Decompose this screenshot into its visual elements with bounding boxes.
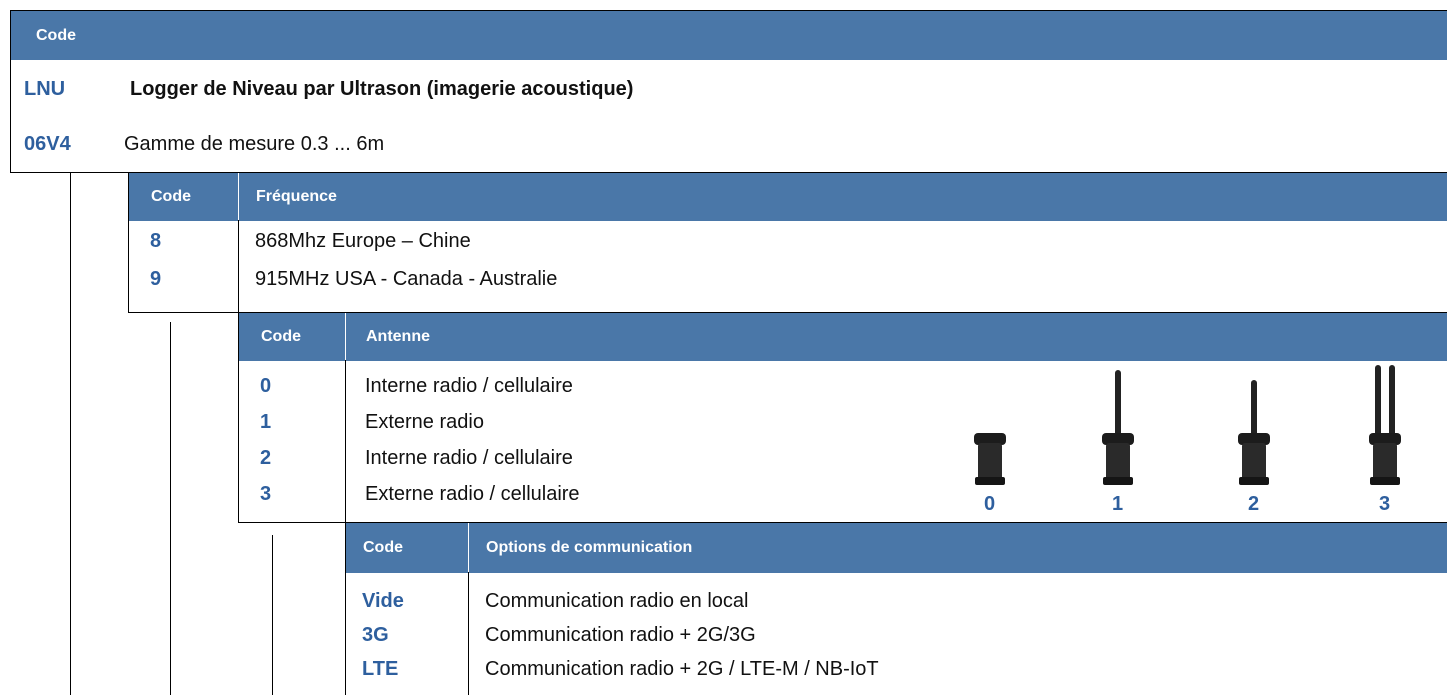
row-label: Communication radio en local — [485, 590, 749, 612]
row-label: Interne radio / cellulaire — [365, 375, 573, 397]
table-header-label: Options de communication — [468, 523, 1447, 573]
row-code: 8 — [150, 230, 162, 252]
table-header-code: Code — [129, 173, 238, 221]
connector-line — [272, 535, 273, 695]
row-label: Externe radio — [365, 411, 484, 433]
table-header-code: Code — [239, 313, 345, 361]
model-label: Logger de Niveau par Ultrason (imagerie … — [130, 78, 634, 100]
table-header-label: Fréquence — [238, 173, 1447, 221]
antenna-label: 2 — [1248, 493, 1260, 515]
connector-line — [170, 322, 171, 695]
row-label: 915MHz USA - Canada - Australie — [255, 268, 558, 290]
row-code: 3 — [260, 483, 272, 505]
row-label: Communication radio + 2G/3G — [485, 624, 756, 646]
model-code: LNU — [24, 78, 66, 100]
row-label: Interne radio / cellulaire — [365, 447, 573, 469]
column-divider — [345, 360, 346, 523]
row-code: 9 — [150, 268, 162, 290]
row-label: Externe radio / cellulaire — [365, 483, 580, 505]
antenna-label: 0 — [984, 493, 996, 515]
column-divider — [468, 572, 469, 695]
row-code: 0 — [260, 375, 272, 397]
table-header-label: Antenne — [345, 313, 1447, 361]
row-code: Vide — [362, 590, 404, 612]
antenna-icon — [974, 433, 1006, 485]
row-code: 1 — [260, 411, 272, 433]
row-label: 868Mhz Europe – Chine — [255, 230, 471, 252]
connector-line — [70, 172, 71, 695]
antenna-icon — [1238, 380, 1270, 485]
row-label: Communication radio + 2G / LTE-M / NB-Io… — [485, 658, 879, 680]
top-header: Code — [11, 11, 1447, 60]
range-code: 06V4 — [24, 133, 71, 155]
row-code: LTE — [362, 658, 399, 680]
column-divider — [238, 220, 239, 313]
table-header-code: Code — [346, 523, 468, 573]
antenna-label: 1 — [1112, 493, 1124, 515]
row-code: 3G — [362, 624, 389, 646]
row-code: 2 — [260, 447, 272, 469]
antenna-label: 3 — [1379, 493, 1391, 515]
antenna-icon — [1369, 365, 1401, 485]
antenna-icon — [1102, 370, 1134, 485]
range-label: Gamme de mesure 0.3 ... 6m — [124, 133, 385, 155]
